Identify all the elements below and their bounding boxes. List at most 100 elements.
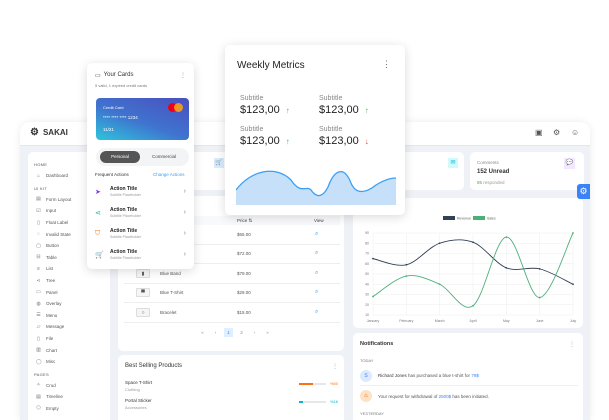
yesterday-label: YESTERDAY [360,411,384,416]
sidebar-icon: ☑ [36,207,41,214]
search-icon[interactable]: ⌕ [315,250,319,257]
chevron-right-icon: › [183,251,186,258]
search-icon[interactable]: ⌕ [315,230,319,237]
notification-item[interactable]: ⚠ Your request for withdrawal of 2500$ ha… [360,386,578,406]
sidebar-item-form-layout[interactable]: ▤ Form Layout [34,194,110,206]
product-name: Blue T-Shirt [160,290,184,296]
sidebar-item-table[interactable]: ⊟ Table [34,252,110,264]
sidebar-item-overlay[interactable]: ◍ Overlay [34,298,110,310]
product-category: Clothing [125,387,140,392]
sidebar-item-label: Message [46,324,65,330]
sidebar-item-dashboard[interactable]: ⌂ Dashboard [34,170,110,182]
metric-subtitle: Subtitle [319,126,343,133]
sidebar-item-label: Float Label [46,220,69,226]
search-icon[interactable]: ⌕ [315,308,319,315]
product-image: ▮ [136,268,150,278]
sidebar-icon: ▤ [36,393,41,400]
price-header-label: Price [237,218,248,223]
action-title: Action Title [110,228,138,234]
area-line [236,170,396,197]
weekly-title: Weekly Metrics [237,60,305,71]
credit-card[interactable]: Credit Card **** **** **** 1234 11/21 [96,98,189,140]
sidebar-item-misc[interactable]: ◯ Misc [34,356,110,368]
sidebar-item-panel[interactable]: ▭ Panel [34,286,110,298]
sidebar-item-label: Dashboard [46,173,69,179]
product-name: Space T-Shirt [125,380,153,385]
data-point [438,283,441,286]
search-icon[interactable]: ⌕ [315,289,319,296]
metric-subtitle: Subtitle [240,126,264,133]
sidebar-icon: ▢ [36,242,41,249]
sidebar-icon: ▤ [36,196,41,203]
data-point [405,263,408,266]
sidebar-item-crud[interactable]: ✧ Crud [34,380,110,392]
last-page-button[interactable]: » [266,330,269,335]
more-menu-icon[interactable]: ⋮ [382,59,391,69]
settings-icon[interactable]: ⚙ [553,128,561,137]
sidebar-item-label: Panel [46,289,58,295]
action-item[interactable]: ⋖ Action Title Subtitle Placeholder › [87,202,194,223]
sidebar-item-empty[interactable]: ⬡ Empty [34,403,110,415]
sidebar-icon: ⌂ [36,172,41,179]
config-settings-button[interactable]: ⚙ [577,184,590,199]
more-menu-icon[interactable]: ⋮ [332,364,338,370]
sidebar-item-label: Tree [46,278,56,284]
sidebar-item-label: Misc [46,359,56,365]
legend-label[interactable]: Sales [487,217,496,221]
price-column-header[interactable]: Price ⇅ [237,218,252,224]
revenue-sales-chart: 10 20 30 40 50 60 70 80 90 January February March Ap… [365,216,576,323]
metric-subtitle: Subtitle [319,95,343,102]
page-button[interactable]: 2 [240,330,243,335]
table-header: Price ⇅ View [124,216,340,225]
prev-page-button[interactable]: ‹ [214,330,217,335]
sidebar-icon: ◍ [36,300,41,307]
next-page-button[interactable]: › [253,330,256,335]
sidebar-item-file[interactable]: ▯ File [34,333,110,345]
card-number: **** **** **** 1234 [103,115,138,120]
sidebar-icon: ⋖ [36,277,41,284]
sort-icon[interactable]: ⇅ [248,218,253,223]
action-item[interactable]: ➤ Action Title Subtitle Placeholder › [87,181,194,202]
action-item[interactable]: 🛒 Action Title Subtitle Placeholder › [87,244,194,265]
metric: Subtitle $123,00 ↑ [319,95,369,116]
warning-icon: ⚠ [360,390,372,402]
x-tick-label: May [503,319,510,323]
stat-value: 152 Unread [477,169,510,175]
sidebar-item-menu[interactable]: ☰ Menu [34,310,110,322]
y-tick-label: 80 [365,241,369,245]
action-item[interactable]: ⛉ Action Title Subtitle Placeholder › [87,223,194,244]
table-row: ○ Bracelet $15.00 ⌕ [124,303,340,323]
sidebar-item-button[interactable]: ▢ Button [34,240,110,252]
sidebar-item-tree[interactable]: ⋖ Tree [34,275,110,287]
progress-bar [299,383,326,385]
notifications-title: Notifications [360,341,394,347]
more-menu-icon[interactable]: ⋮ [180,73,186,79]
y-tick-label: 40 [365,282,369,286]
sidebar-item-input[interactable]: ☑ Input [34,205,110,217]
frequent-actions-label: Frequent Actions [95,172,129,177]
arrow-down-icon: ↓ [364,137,369,146]
metric-value-row: $123,00 ↑ [240,135,290,147]
personal-tab[interactable]: Personal [100,151,140,163]
notification-item[interactable]: S Richard Jones has purchased a blue t-sh… [360,366,578,386]
product-price: $29.00 [237,290,251,296]
user-icon[interactable]: ☺ [571,128,580,137]
sidebar-item-float-label[interactable]: ▯ Float Label [34,217,110,229]
legend-label[interactable]: Revenue [457,217,471,221]
sidebar-item-list[interactable]: ≡ List [34,263,110,275]
legend-swatch [443,216,455,220]
sidebar-item-message[interactable]: ▱ Message [34,321,110,333]
x-tick-label: April [469,319,476,323]
more-menu-icon[interactable]: ⋮ [569,342,575,348]
sidebar-item-timeline[interactable]: ▤ Timeline [34,391,110,403]
sidebar-item-invalid-state[interactable]: ◌ Invalid State [34,228,110,240]
search-icon[interactable]: ⌕ [315,269,319,276]
commercial-tab[interactable]: Commercial [151,154,176,159]
sidebar-item-chart[interactable]: ▥ Chart [34,344,110,356]
page-button[interactable]: 1 [224,328,233,337]
best-selling-title: Best Selling Products [125,363,183,369]
product-category: Accessories [125,405,147,410]
first-page-button[interactable]: « [201,330,204,335]
calendar-icon[interactable]: ▣ [535,128,543,137]
change-actions-link[interactable]: Change Actions [153,172,185,177]
